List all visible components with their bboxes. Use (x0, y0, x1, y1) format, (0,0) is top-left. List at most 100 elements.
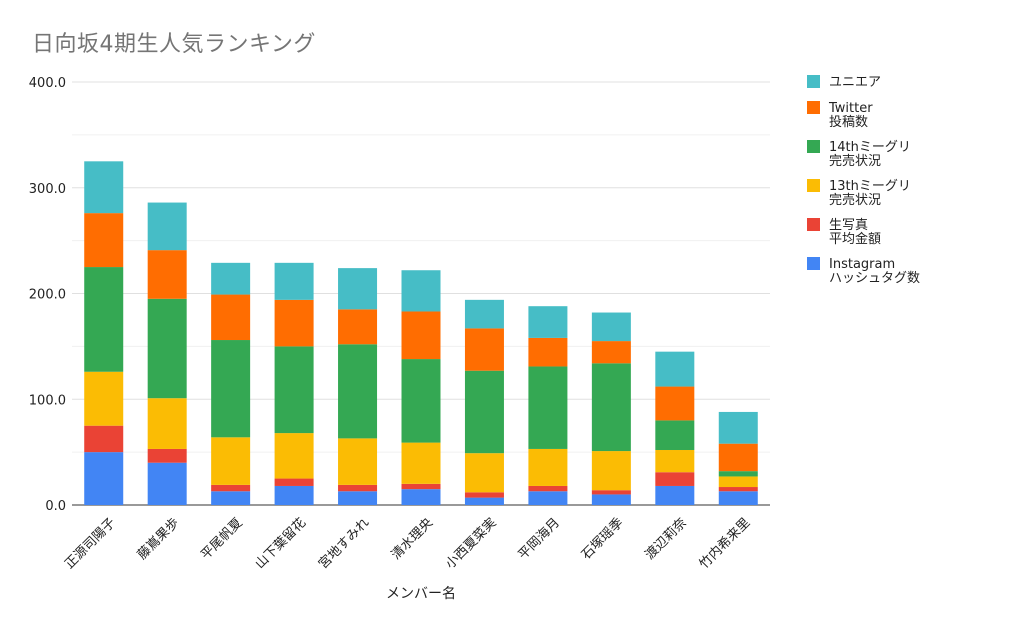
bar-segment (591, 312, 631, 342)
bar-segment (655, 351, 695, 387)
bar-segment (718, 491, 758, 505)
bar-segment (84, 371, 124, 426)
chart-title: 日向坂4期生人気ランキング (32, 32, 316, 57)
bar-segment (84, 161, 124, 214)
legend-label: ユニエア (829, 75, 881, 90)
x-axis-label: メンバー名 (386, 586, 456, 602)
legend-label: Twitter (828, 101, 873, 116)
bar-segment (338, 344, 378, 439)
bar-segment (528, 337, 568, 367)
bar-segment (338, 309, 378, 345)
x-category-label: 平尾帆夏 (198, 515, 245, 562)
bar-segment (718, 471, 758, 477)
bars (84, 161, 758, 505)
x-axis-categories: 正源司陽子 藤嶌果歩 平尾帆夏 山下葉留花 宮地すみれ 清水理央 小西夏菜実 平岡海月 石塚瑶季… (62, 515, 753, 572)
bar-segment (274, 485, 314, 505)
bar-segment (147, 462, 187, 505)
bar-segment (655, 472, 695, 486)
x-category-label: 平岡海月 (516, 515, 563, 562)
bar-segment (591, 494, 631, 505)
bar-segment (464, 497, 504, 505)
legend-swatch (807, 257, 820, 270)
bar-segment (401, 311, 441, 360)
bar-segment (464, 299, 504, 329)
legend-label: 平均金額 (829, 231, 881, 247)
bar-segment (528, 448, 568, 486)
bar-segment (718, 443, 758, 472)
legend-label: 完売状況 (829, 153, 881, 169)
x-category-label: 正源司陽子 (62, 515, 119, 572)
bar-segment (401, 270, 441, 312)
bar-segment (655, 485, 695, 505)
bar-segment (211, 484, 251, 492)
legend-swatch (807, 179, 820, 192)
bar-segment (591, 341, 631, 364)
y-axis-ticks: 0.0 100.0 200.0 300.0 400.0 (29, 76, 66, 514)
x-category-label: 藤嶌果歩 (135, 515, 182, 562)
bar-segment (274, 346, 314, 434)
y-tick-label: 400.0 (29, 76, 66, 91)
bar-segment (211, 491, 251, 505)
bar-segment (401, 483, 441, 490)
bar-segment (528, 491, 568, 505)
legend: ユニエアTwitter投稿数14thミーグリ完売状況13thミーグリ完売状況生写… (807, 75, 920, 286)
bar-segment (591, 451, 631, 491)
bar-segment (591, 490, 631, 495)
bar-segment (338, 438, 378, 485)
bar-segment (464, 492, 504, 498)
bar-segment (401, 442, 441, 484)
bar-segment (211, 437, 251, 485)
bar-segment (211, 294, 251, 341)
bar-segment (274, 433, 314, 479)
x-category-label: 小西夏菜実 (442, 515, 499, 572)
y-tick-label: 100.0 (29, 393, 66, 408)
bar-segment (274, 478, 314, 486)
bar-segment (274, 299, 314, 347)
bar-segment (718, 411, 758, 444)
bar-segment (464, 453, 504, 493)
bar-segment (655, 420, 695, 451)
bar-segment (84, 267, 124, 372)
legend-label: 投稿数 (829, 114, 868, 130)
bar-segment (147, 202, 187, 251)
legend-label: Instagram (829, 257, 895, 272)
legend-label: 生写真 (829, 218, 868, 233)
x-category-label: 竹内希来里 (696, 515, 753, 572)
bar-segment (338, 268, 378, 310)
bar-segment (274, 262, 314, 300)
y-tick-label: 200.0 (29, 288, 66, 303)
bar-segment (718, 476, 758, 488)
bar-segment (84, 452, 124, 505)
bar-segment (655, 386, 695, 421)
bar-segment (84, 425, 124, 453)
y-tick-label: 0.0 (45, 499, 66, 514)
bar-segment (528, 485, 568, 492)
bar-segment (338, 484, 378, 492)
x-category-label: 清水理央 (389, 515, 436, 562)
bar-segment (528, 366, 568, 449)
bar-segment (464, 328, 504, 371)
bar-segment (591, 363, 631, 452)
bar-segment (147, 398, 187, 449)
bar-segment (84, 213, 124, 268)
legend-swatch (807, 218, 820, 231)
legend-swatch (807, 101, 820, 114)
legend-swatch (807, 140, 820, 153)
x-category-label: 渡辺莉奈 (642, 515, 690, 563)
bar-segment (147, 448, 187, 463)
x-category-label: 宮地すみれ (315, 515, 372, 572)
bar-segment (655, 450, 695, 473)
bar-segment (528, 306, 568, 338)
y-tick-label: 300.0 (29, 182, 66, 197)
legend-label: 14thミーグリ (829, 140, 911, 155)
bar-segment (464, 370, 504, 454)
bar-segment (211, 262, 251, 295)
legend-swatch (807, 75, 820, 88)
x-category-label: 石塚瑶季 (579, 515, 626, 562)
legend-label: ハッシュタグ数 (829, 271, 920, 286)
bar-segment (401, 359, 441, 443)
bar-segment (338, 491, 378, 505)
bar-segment (718, 487, 758, 492)
x-category-label: 山下葉留花 (252, 515, 309, 572)
